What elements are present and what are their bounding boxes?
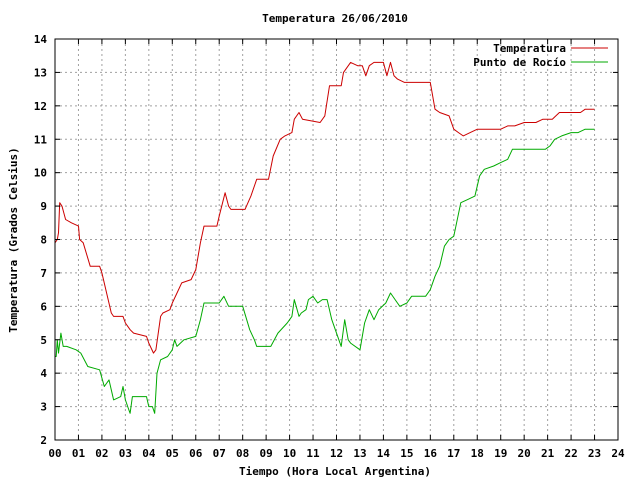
y-axis-label: Temperatura (Grados Celsius)	[7, 147, 20, 332]
x-tick-label: 19	[494, 447, 507, 460]
y-tick-label: 12	[34, 100, 47, 113]
x-tick-label: 06	[189, 447, 203, 460]
grid	[55, 39, 618, 440]
x-tick-label: 09	[260, 447, 273, 460]
x-axis-label: Tiempo (Hora Local Argentina)	[239, 465, 431, 478]
y-tick-label: 6	[40, 300, 47, 313]
series-layer	[54, 61, 595, 414]
x-tick-label: 21	[541, 447, 555, 460]
x-tick-label: 07	[213, 447, 226, 460]
x-tick-label: 20	[518, 447, 531, 460]
y-tick-label: 14	[34, 33, 48, 46]
x-tick-label: 13	[353, 447, 366, 460]
y-tick-label: 3	[40, 401, 47, 414]
x-tick-label: 22	[564, 447, 577, 460]
y-tick-label: 7	[40, 267, 47, 280]
y-tick-label: 9	[40, 200, 47, 213]
y-tick-label: 2	[40, 434, 47, 447]
legend-label-temperatura: Temperatura	[493, 42, 566, 55]
tick-labels: 00 01 02 03 04 05 06 07 08 09 10 11 12 13 14 15 16 17 18 19…	[34, 33, 625, 460]
x-tick-label: 00	[48, 447, 61, 460]
y-tick-label: 13	[34, 66, 47, 79]
y-tick-label: 10	[34, 167, 47, 180]
x-tick-label: 08	[236, 447, 249, 460]
legend-entry-punto-de-rocio: Punto de Rocío	[473, 56, 608, 69]
x-tick-label: 24	[611, 447, 625, 460]
ticks	[54, 38, 619, 441]
x-tick-label: 02	[95, 447, 108, 460]
y-tick-label: 8	[40, 234, 47, 247]
legend: Temperatura Punto de Rocío	[473, 42, 608, 69]
chart-title: Temperatura 26/06/2010	[262, 12, 408, 25]
legend-label-punto-de-rocio: Punto de Rocío	[473, 56, 566, 69]
x-tick-label: 14	[377, 447, 391, 460]
x-tick-label: 18	[471, 447, 484, 460]
x-tick-label: 12	[330, 447, 343, 460]
x-tick-label: 04	[142, 447, 156, 460]
x-tick-label: 11	[306, 447, 320, 460]
y-tick-label: 4	[40, 367, 47, 380]
legend-entry-temperatura: Temperatura	[493, 42, 608, 55]
series-line-punto-de-rocio	[55, 128, 595, 414]
x-tick-label: 16	[424, 447, 438, 460]
x-tick-label: 05	[166, 447, 179, 460]
x-tick-label: 01	[72, 447, 86, 460]
x-tick-label: 10	[283, 447, 296, 460]
series-line-temperatura	[54, 61, 595, 354]
x-tick-label: 23	[588, 447, 601, 460]
y-tick-label: 11	[34, 133, 48, 146]
x-tick-label: 17	[447, 447, 460, 460]
x-tick-label: 15	[400, 447, 413, 460]
y-tick-label: 5	[40, 334, 47, 347]
x-tick-label: 03	[119, 447, 132, 460]
